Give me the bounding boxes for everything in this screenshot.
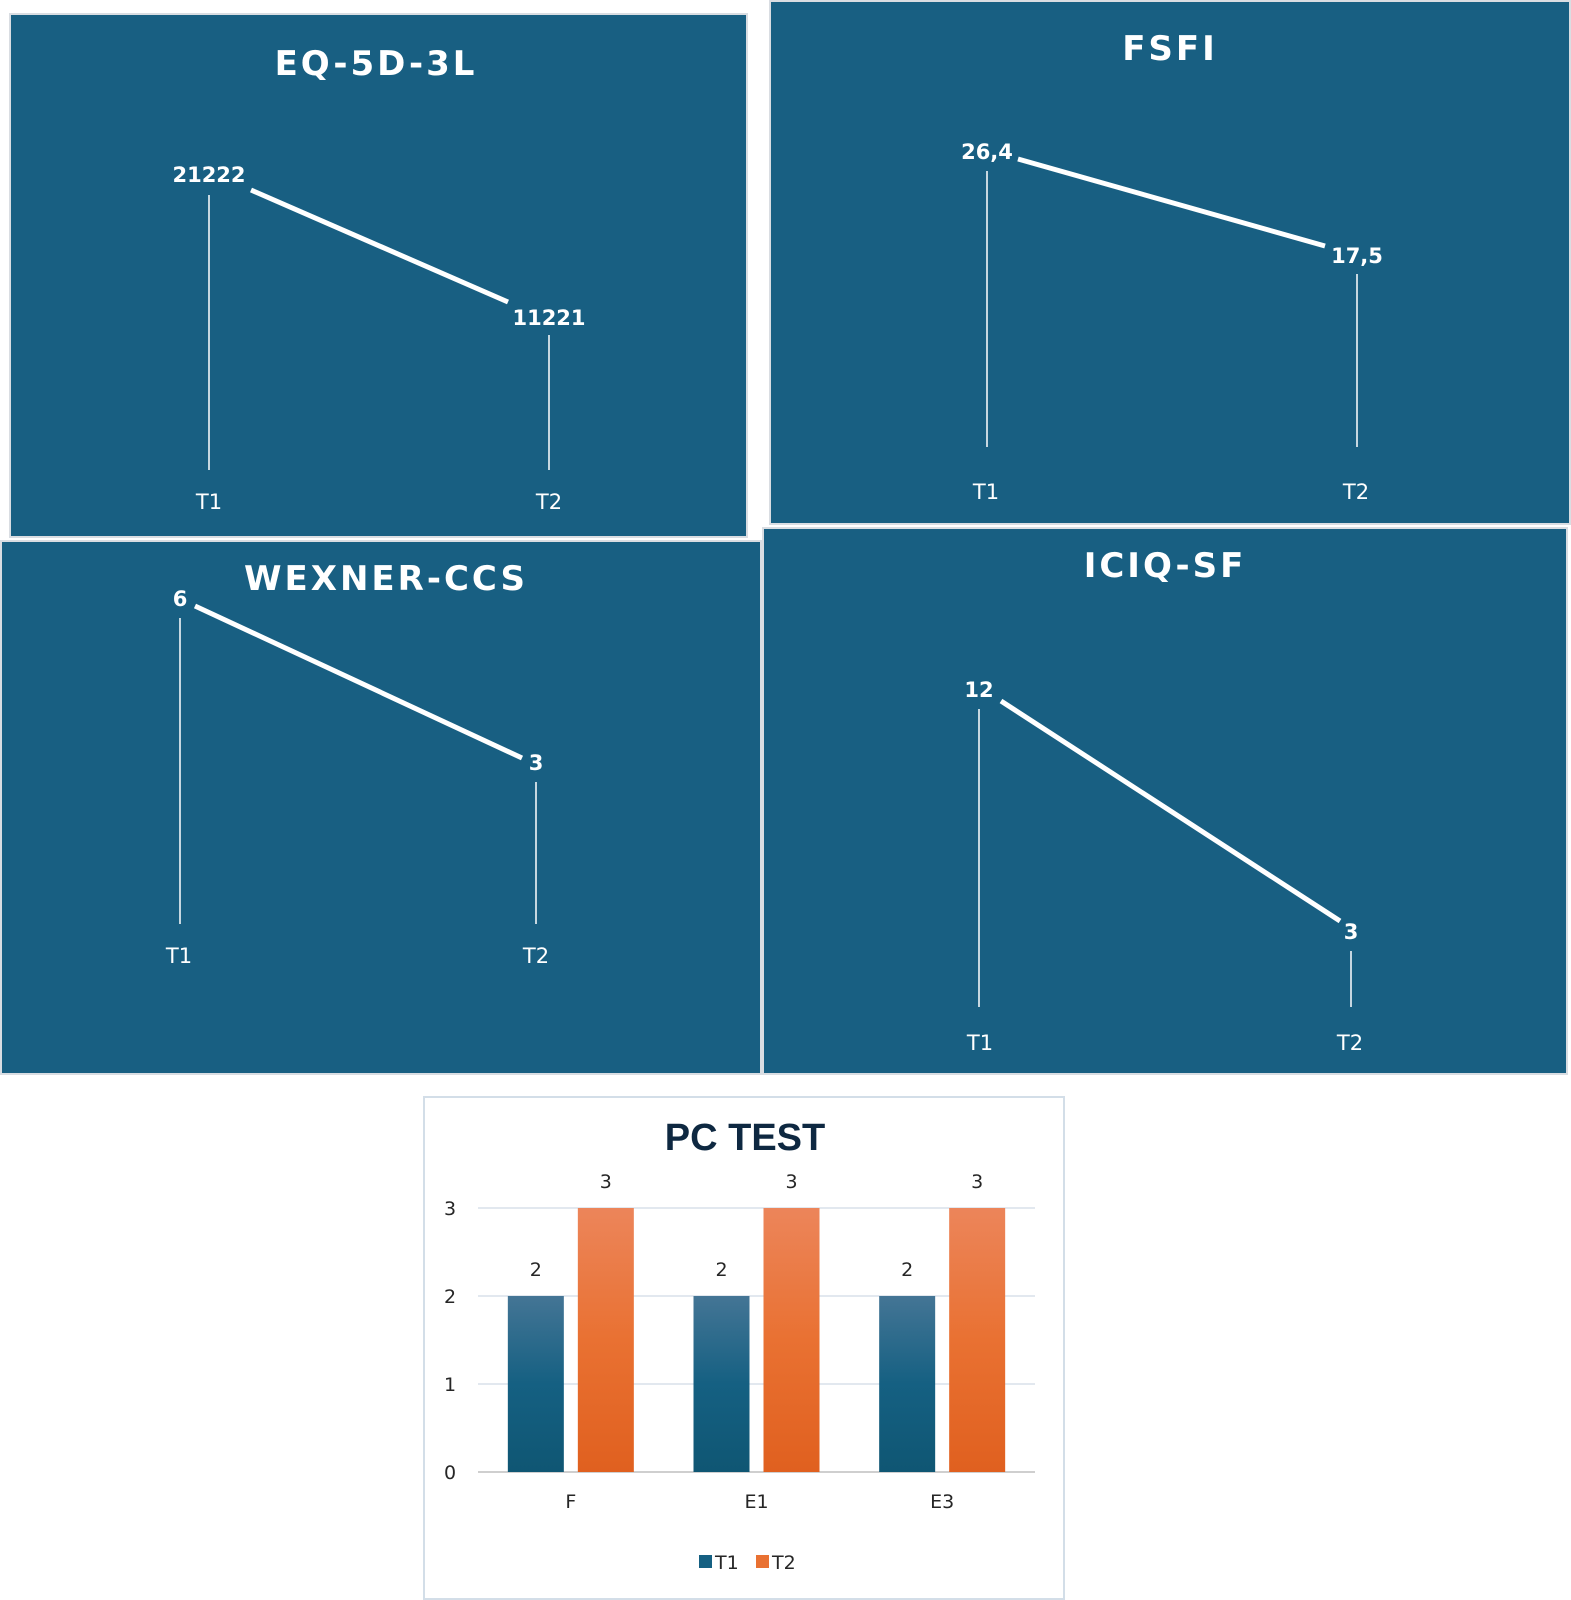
pc-legend-swatch-t2	[756, 1555, 769, 1568]
pc-x-tick-label: E1	[744, 1491, 768, 1513]
pc-bar-t2-e1	[763, 1208, 820, 1472]
fsfi-chart: FSFI 26,4 17,5 T1 T2	[961, 29, 1383, 504]
fsfi-value-label-t1: 26,4	[961, 140, 1013, 164]
eq5d-title: EQ-5D-3L	[275, 44, 478, 84]
eq5d-chart: EQ-5D-3L 21222 11221 T1 T2	[172, 44, 585, 514]
wexner-title: WEXNER-CCS	[244, 559, 528, 599]
wexner-x-label-t1: T1	[165, 944, 192, 968]
pc-test-title: PC TEST	[665, 1117, 825, 1159]
pc-data-label: 3	[785, 1171, 797, 1193]
iciq-title: ICIQ-SF	[1084, 546, 1247, 586]
eq5d-series-line	[250, 187, 509, 305]
pc-test-chart: PC TEST 0 1 2 3 2 3 F 2 3 E1 2 3 E3 T1 T2	[444, 1117, 1035, 1574]
pc-y-tick-label: 1	[444, 1374, 456, 1396]
iciq-value-label-t1: 12	[964, 678, 993, 702]
iciq-series-line	[999, 698, 1342, 924]
wexner-value-label-t2: 3	[529, 751, 544, 775]
pc-x-tick-label: F	[565, 1491, 576, 1513]
pc-x-tick-label: E3	[930, 1491, 954, 1513]
fsfi-series-line	[1017, 156, 1326, 249]
fsfi-panel: FSFI 26,4 17,5 T1 T2	[769, 0, 1571, 525]
fsfi-title: FSFI	[1122, 29, 1218, 69]
pc-y-tick-label: 3	[444, 1198, 456, 1220]
eq5d-value-label-t1: 21222	[172, 163, 245, 187]
iciq-value-label-t2: 3	[1344, 920, 1359, 944]
pc-bar-t1-f	[507, 1296, 564, 1472]
iciq-x-label-t2: T2	[1336, 1031, 1363, 1055]
eq5d-value-label-t2: 11221	[512, 306, 585, 330]
pc-y-tick-label: 0	[444, 1462, 456, 1484]
wexner-panel: WEXNER-CCS 6 3 T1 T2	[0, 540, 762, 1075]
pc-data-label: 2	[715, 1259, 727, 1281]
pc-bar-t1-e1	[693, 1296, 750, 1472]
wexner-x-label-t2: T2	[522, 944, 549, 968]
iciq-panel: ICIQ-SF 12 3 T1 T2	[762, 527, 1568, 1075]
iciq-chart: ICIQ-SF 12 3 T1 T2	[964, 546, 1363, 1055]
pc-legend-swatch-t1	[699, 1555, 712, 1568]
wexner-series-line	[193, 603, 524, 761]
pc-legend-label-t2: T2	[771, 1552, 796, 1574]
fsfi-x-label-t1: T1	[972, 480, 999, 504]
wexner-value-label-t1: 6	[173, 587, 188, 611]
pc-legend-label-t1: T1	[714, 1552, 739, 1574]
fsfi-x-label-t2: T2	[1342, 480, 1369, 504]
pc-data-label: 2	[530, 1259, 542, 1281]
eq5d-x-label-t2: T2	[535, 490, 562, 514]
pc-data-label: 3	[971, 1171, 983, 1193]
pc-test-panel: PC TEST 0 1 2 3 2 3 F 2 3 E1 2 3 E3 T1 T2	[423, 1096, 1065, 1600]
pc-bar-t2-e3	[949, 1208, 1006, 1472]
wexner-chart: WEXNER-CCS 6 3 T1 T2	[165, 559, 549, 968]
eq5d-panel: EQ-5D-3L 21222 11221 T1 T2	[9, 13, 748, 538]
pc-bar-t1-e3	[879, 1296, 936, 1472]
pc-bar-t2-f	[577, 1208, 634, 1472]
iciq-x-label-t1: T1	[966, 1031, 993, 1055]
fsfi-value-label-t2: 17,5	[1331, 244, 1383, 268]
eq5d-x-label-t1: T1	[195, 490, 222, 514]
pc-data-label: 3	[600, 1171, 612, 1193]
pc-y-tick-label: 2	[444, 1286, 456, 1308]
pc-data-label: 2	[901, 1259, 913, 1281]
